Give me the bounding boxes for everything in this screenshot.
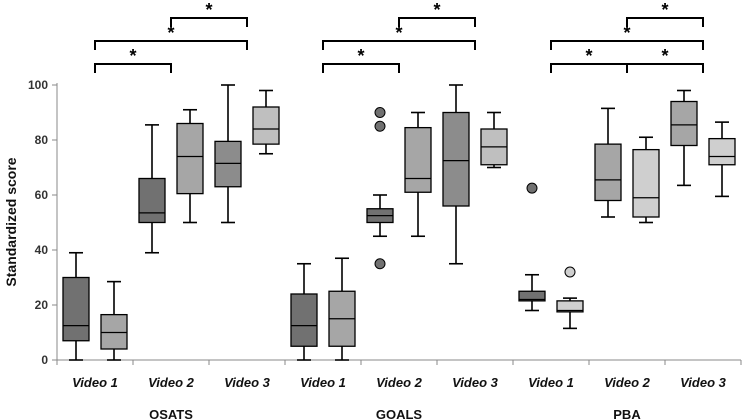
- bracket-line: [94, 40, 248, 50]
- significance-star: *: [129, 46, 136, 66]
- significance-bracket: *: [94, 46, 172, 73]
- y-tick-label: 0: [41, 353, 48, 367]
- box-body: [100, 313, 128, 350]
- y-axis-label: Standardized score: [3, 157, 19, 286]
- x-tick-label: Video 3: [452, 375, 499, 390]
- significance-bracket: *: [626, 0, 704, 27]
- box-osats-4: [214, 84, 242, 224]
- box-body: [252, 106, 280, 145]
- box-osats-1: [100, 280, 128, 361]
- box-pba-13: [556, 266, 584, 330]
- box-body: [404, 126, 432, 193]
- significance-star: *: [623, 23, 630, 43]
- bracket-line: [626, 17, 704, 27]
- box-pba-16: [670, 89, 698, 187]
- box-body: [176, 122, 204, 195]
- bracket-line: [626, 63, 704, 73]
- box-body: [518, 290, 546, 302]
- box-goals-6: [290, 262, 318, 361]
- significance-star: *: [395, 23, 402, 43]
- bracket-line: [550, 40, 704, 50]
- bracket-line: [170, 17, 248, 27]
- box-pba-17: [708, 121, 736, 198]
- significance-bracket: *: [170, 0, 248, 27]
- significance-bracket: *: [550, 46, 628, 73]
- x-tick-label: Video 1: [528, 375, 574, 390]
- box-osats-2: [138, 124, 166, 254]
- group-label: PBA: [613, 407, 641, 420]
- significance-star: *: [585, 46, 592, 66]
- box-body: [138, 177, 166, 224]
- box-goals-7: [328, 257, 356, 361]
- box-body: [670, 100, 698, 147]
- significance-bracket: *: [626, 46, 704, 73]
- x-tick-label: Video 2: [148, 375, 195, 390]
- significance-star: *: [661, 46, 668, 66]
- outlier-point: [564, 266, 576, 278]
- y-tick-label: 60: [35, 188, 49, 202]
- x-tick-label: Video 1: [72, 375, 118, 390]
- group-label: OSATS: [149, 407, 193, 420]
- box-body: [632, 148, 660, 218]
- bracket-line: [94, 63, 172, 73]
- y-tick-label: 80: [35, 133, 49, 147]
- box-body: [556, 300, 584, 313]
- significance-bracket: *: [322, 46, 400, 73]
- significance-star: *: [433, 0, 440, 20]
- box-goals-10: [442, 84, 470, 265]
- boxes: [62, 84, 736, 361]
- box-goals-11: [480, 111, 508, 169]
- x-tick-label: Video 3: [680, 375, 727, 390]
- significance-star: *: [357, 46, 364, 66]
- box-osats-5: [252, 89, 280, 155]
- box-goals-9: [404, 111, 432, 238]
- significance-bracket: *: [322, 23, 476, 50]
- significance-star: *: [167, 23, 174, 43]
- box-pba-12: [518, 182, 546, 312]
- significance-star: *: [205, 0, 212, 20]
- y-tick-label: 100: [28, 78, 48, 92]
- box-goals-8: [366, 107, 394, 270]
- box-body: [214, 140, 242, 188]
- outlier-point: [374, 258, 386, 270]
- significance-bracket: *: [94, 23, 248, 50]
- significance-bracket: *: [398, 0, 476, 27]
- x-tick-label: Video 2: [604, 375, 651, 390]
- bracket-line: [322, 63, 400, 73]
- axes: 0 20 40 60 80 100: [28, 78, 742, 367]
- box-body: [62, 276, 90, 342]
- box-pba-15: [632, 136, 660, 224]
- box-osats-3: [176, 108, 204, 224]
- significance-bracket: *: [550, 23, 704, 50]
- outlier-point: [374, 120, 386, 132]
- x-tick-label: Video 1: [300, 375, 346, 390]
- y-tick-label: 40: [35, 243, 49, 257]
- box-body: [290, 293, 318, 347]
- outlier-point: [374, 107, 386, 118]
- box-pba-14: [594, 107, 622, 218]
- significance-star: *: [661, 0, 668, 20]
- box-osats-0: [62, 251, 90, 361]
- bracket-line: [322, 40, 476, 50]
- outlier-point: [526, 182, 538, 194]
- box-body: [708, 137, 736, 166]
- x-axis-labels: Video 1 Video 2 Video 3 OSATS Video 1 Video 2…: [72, 375, 727, 420]
- box-body: [594, 143, 622, 202]
- bracket-line: [398, 17, 476, 27]
- significance-brackets: * * * * * * * * * *: [94, 0, 704, 73]
- x-tick-label: Video 3: [224, 375, 271, 390]
- x-tick-label: Video 2: [376, 375, 423, 390]
- group-label: GOALS: [376, 407, 423, 420]
- y-tick-label: 20: [35, 298, 49, 312]
- box-body: [442, 111, 470, 207]
